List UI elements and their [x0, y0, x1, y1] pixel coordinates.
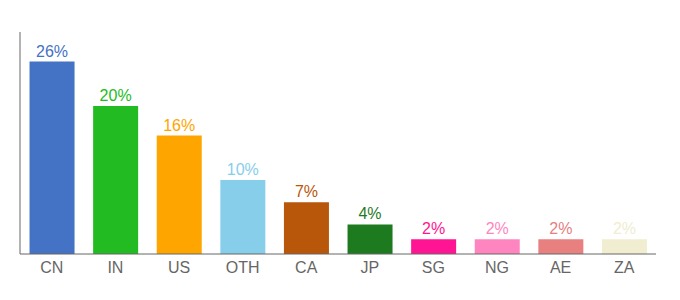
svg-text:26%: 26%: [36, 43, 68, 60]
svg-text:2%: 2%: [549, 220, 572, 237]
svg-text:16%: 16%: [163, 117, 195, 134]
svg-text:JP: JP: [360, 259, 379, 276]
svg-text:4%: 4%: [358, 205, 381, 222]
svg-text:AE: AE: [550, 259, 571, 276]
svg-text:2%: 2%: [422, 220, 445, 237]
svg-text:ZA: ZA: [614, 259, 635, 276]
svg-text:OTH: OTH: [226, 259, 260, 276]
svg-text:2%: 2%: [613, 220, 636, 237]
svg-text:NG: NG: [485, 259, 509, 276]
svg-text:CN: CN: [40, 259, 63, 276]
svg-text:20%: 20%: [100, 87, 132, 104]
svg-text:CA: CA: [295, 259, 318, 276]
svg-text:IN: IN: [107, 259, 123, 276]
svg-text:7%: 7%: [295, 183, 318, 200]
svg-text:US: US: [168, 259, 190, 276]
svg-text:10%: 10%: [227, 161, 259, 178]
svg-text:2%: 2%: [486, 220, 509, 237]
svg-text:SG: SG: [422, 259, 445, 276]
